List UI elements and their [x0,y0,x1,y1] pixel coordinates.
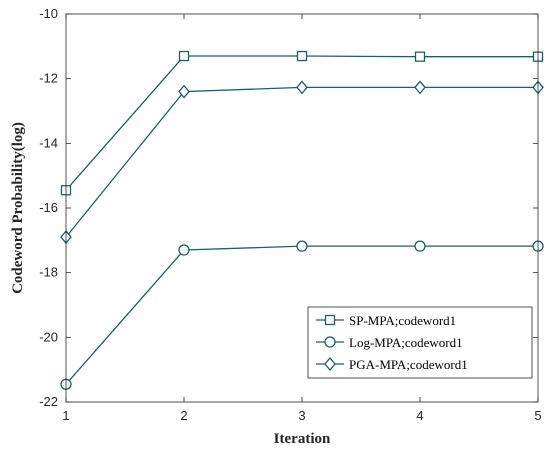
series-diamond [60,80,544,245]
x-tick-label: 3 [298,408,305,423]
legend-entry: PGA-MPA;codeword1 [316,356,468,372]
y-tick-label: -14 [39,135,58,150]
y-axis-title: Codeword Probability(log) [10,122,26,294]
legend-entry: Log-MPA;codeword1 [316,335,463,350]
ticks-layer: 1 2 3 4 5 -22 -20 -18 -16 -14 -12 -10 [39,6,541,423]
data-point [178,244,190,256]
y-tick-label: -18 [39,265,58,280]
legend-marker [324,356,336,372]
data-point [414,80,426,95]
data-point [296,50,308,62]
legend: SP-MPA;codeword1 Log-MPA;codeword1 PGA-MPA… [307,306,533,379]
legend-marker [324,336,336,348]
x-tick-label: 2 [180,408,187,423]
y-tick-label: -20 [39,329,58,344]
data-point [178,50,190,62]
data-point [414,240,426,252]
y-tick-label: -10 [39,6,58,21]
legend-label: Log-MPA;codeword1 [349,335,463,350]
x-tick-label: 4 [416,408,423,423]
data-point [296,80,308,95]
legend-label: SP-MPA;codeword1 [349,313,456,328]
legend-box [307,306,533,379]
y-tick-label: -22 [39,394,58,409]
y-tick-label: -16 [39,200,58,215]
legend-entry: SP-MPA;codeword1 [316,313,456,328]
x-tick-label: 5 [534,408,541,423]
data-point [296,240,308,252]
legend-label: PGA-MPA;codeword1 [349,357,468,372]
y-tick-label: -12 [39,71,58,86]
legend-marker [324,314,336,326]
legend-entries: SP-MPA;codeword1 Log-MPA;codeword1 PGA-MPA… [316,313,468,372]
data-point [178,84,190,99]
data-point [414,51,426,62]
x-axis-title: Iteration [274,431,331,447]
series-layer [60,50,544,390]
x-tick-label: 1 [62,408,69,423]
